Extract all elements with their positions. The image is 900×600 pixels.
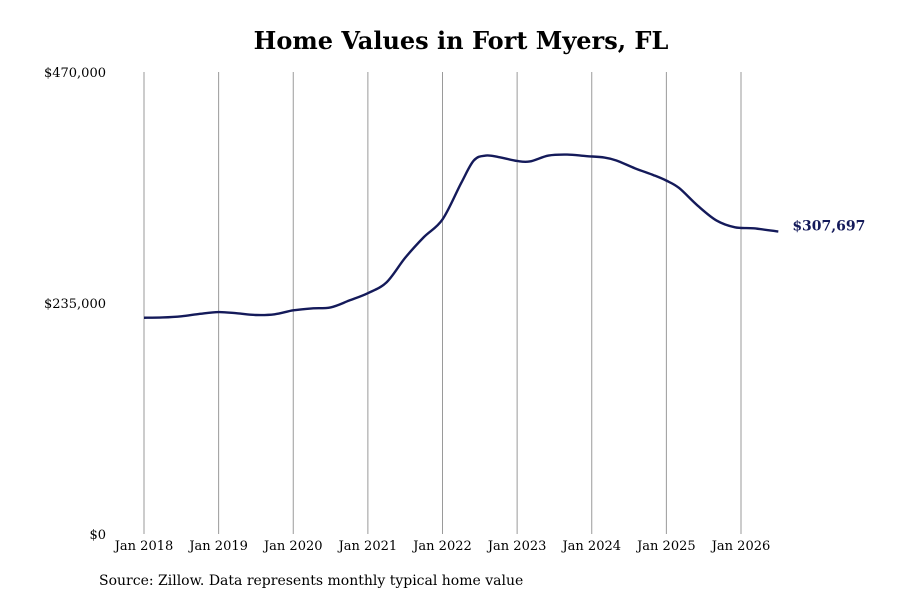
source-note: Source: Zillow. Data represents monthly …: [99, 573, 524, 589]
y-tick-label: $235,000: [44, 297, 106, 312]
x-tick-label: Jan 2021: [337, 539, 398, 554]
end-value-label: $307,697: [792, 219, 865, 235]
x-tick-label: Jan 2022: [411, 539, 472, 554]
series-layer: [143, 153, 779, 319]
x-tick-label: Jan 2019: [187, 539, 248, 554]
chart-title: Home Values in Fort Myers, FL: [253, 26, 669, 55]
y-axis-ticks: $0 $235,000 $470,000: [44, 66, 106, 543]
gridlines: [143, 72, 742, 534]
x-tick-label: Jan 2024: [560, 539, 621, 554]
x-tick-label: Jan 2025: [635, 539, 696, 554]
x-axis-ticks: Jan 2018 Jan 2019 Jan 2020 Jan 2021 Jan 2022…: [113, 539, 771, 554]
y-tick-label: $470,000: [44, 66, 106, 81]
x-tick-label: Jan 2023: [486, 539, 547, 554]
y-tick-label: $0: [89, 528, 106, 543]
x-tick-label: Jan 2020: [262, 539, 323, 554]
x-tick-label: Jan 2018: [113, 539, 174, 554]
x-tick-label: Jan 2026: [710, 539, 771, 554]
series-line: [143, 153, 779, 319]
